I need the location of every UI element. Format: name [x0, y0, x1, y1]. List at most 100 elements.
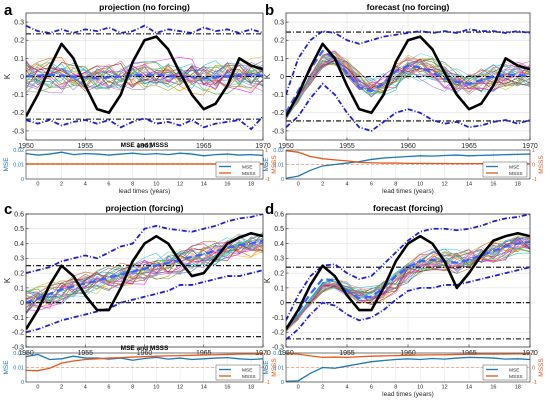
y-axis-label: K — [263, 277, 272, 283]
y-tick-label: -0.1 — [12, 92, 24, 99]
y-tick-label: 0 — [20, 74, 24, 81]
y-tick-label: 0.3 — [274, 256, 284, 263]
y-tick-label: 0.1 — [274, 285, 284, 292]
mse-line — [26, 151, 263, 157]
observed-line — [26, 231, 263, 330]
y-tick-label: -0.2 — [272, 110, 284, 117]
lead-tick-label: 12 — [177, 182, 183, 188]
msss-tick-label: 1 — [265, 351, 268, 357]
lead-tick-label: 18 — [515, 182, 521, 188]
lead-tick-label: 8 — [394, 385, 397, 391]
reference-lines — [26, 265, 263, 338]
y-tick-label: 0.2 — [274, 38, 284, 45]
chart-title: projection (forcing) — [106, 203, 184, 213]
ensemble-line — [26, 61, 263, 89]
tick-labels: 1950 1955 1960 1965 1970 -0.3 -0.2 -0.1 0 0.1 0.2 0… — [12, 19, 271, 150]
y-tick-label: -0.3 — [272, 344, 284, 351]
y-tick-label: -0.2 — [12, 110, 24, 117]
panel-d: d forecast (forcing)1950 1955 1960 1965 1970-… — [263, 201, 545, 398]
ensemble-line — [26, 240, 263, 311]
lead-tick-label: 0 — [297, 385, 300, 391]
plot-area — [26, 214, 263, 338]
msss-tick-label: -1 — [532, 380, 537, 386]
lead-tick-label: 16 — [224, 385, 230, 391]
lead-tick-label: 6 — [370, 182, 373, 188]
msss-tick-label: 0 — [265, 366, 268, 372]
y-tick-label: -0.3 — [272, 128, 284, 135]
panel-letter: a — [4, 2, 13, 19]
ensemble-mean-line — [286, 49, 530, 114]
msss-tick-label: 1 — [532, 148, 535, 154]
lead-axis-label: lead times (years) — [382, 391, 434, 398]
lead-tick-label: 12 — [177, 385, 183, 391]
upper-bound-line — [26, 214, 263, 274]
ensemble-line — [286, 57, 530, 120]
lead-tick-label: 6 — [107, 182, 110, 188]
panel-c: c projection (forcing)1950 1955 1960 1965 197… — [3, 201, 278, 391]
msss-tick-label: 0 — [265, 163, 268, 169]
lead-tick-label: 4 — [345, 182, 348, 188]
observed-line — [286, 35, 530, 118]
legend-label-mse: MSE — [509, 367, 519, 373]
mse-tick-label: 0 — [281, 177, 284, 183]
y-tick-label: 0.2 — [274, 271, 284, 278]
ensemble-line — [26, 232, 263, 293]
y-tick-label: 0.4 — [14, 241, 24, 248]
y-tick-label: 0.6 — [274, 211, 284, 218]
upper-bound-line — [26, 24, 263, 34]
legend-label-mse: MSE — [242, 164, 252, 170]
ensemble-line — [26, 62, 263, 92]
lead-tick-label: 2 — [321, 385, 324, 391]
ensemble-line — [26, 60, 263, 91]
lead-tick-label: 6 — [370, 385, 373, 391]
lead-tick-label: 0 — [297, 182, 300, 188]
x-tick-label: 1955 — [77, 143, 93, 150]
upper-bound-line — [286, 214, 530, 321]
mse-axis-label: MSE — [263, 360, 270, 375]
ensemble-line — [286, 56, 530, 116]
lead-tick-label: 4 — [84, 182, 87, 188]
mse-axis-label: MSE — [3, 360, 10, 375]
lower-bound-line — [286, 266, 530, 341]
y-tick-label: 0.5 — [14, 226, 24, 233]
lead-tick-label: 0 — [36, 182, 39, 188]
chart-title: projection (no forcing) — [99, 2, 190, 12]
lower-bound-line — [286, 82, 530, 132]
ensemble-line — [26, 57, 263, 94]
legend-label-mse: MSE — [509, 164, 519, 170]
msss-tick-label: 1 — [532, 351, 535, 357]
lower-bound-line — [26, 115, 263, 131]
x-tick-label: 1970 — [522, 143, 538, 150]
mse-tick-label: 0 — [21, 177, 24, 183]
lead-tick-label: 10 — [153, 385, 159, 391]
ensemble-line — [286, 236, 530, 328]
skill-subplot: MSE and MSSS 0 2 4 6 8 10 12 14 16 18 0 0.01 0.02 -1 0 1… — [3, 345, 278, 391]
y-axis-label: K — [263, 73, 272, 79]
subplot-tick-labels: 0 2 4 6 8 10 12 14 16 18 0 0.01 0.02 -1 0 1 — [13, 351, 270, 391]
msss-axis-label: MSSS — [271, 155, 278, 174]
lead-tick-label: 14 — [466, 182, 472, 188]
lead-tick-label: 12 — [442, 385, 448, 391]
mse-tick-label: 0.02 — [13, 351, 24, 357]
y-tick-label: 0.2 — [14, 38, 24, 45]
ensemble-line — [26, 234, 263, 308]
mse-tick-label: 0.01 — [273, 163, 284, 169]
subplot-tick-labels: 0 2 4 6 8 10 12 14 16 18 0 0.01 0.02 -1 0 1 — [273, 351, 537, 391]
lead-axis-label: lead times (years) — [382, 188, 434, 195]
y-tick-label: 0.6 — [14, 211, 24, 218]
y-tick-label: -0.1 — [12, 315, 24, 322]
y-tick-label: 0.5 — [274, 226, 284, 233]
ensemble-line — [26, 239, 263, 301]
lead-tick-label: 0 — [36, 385, 39, 391]
mse-line — [26, 353, 263, 361]
panel-b: b forecast (no forcing)1950 1955 1960 1965 19… — [263, 2, 545, 195]
lead-tick-label: 16 — [490, 182, 496, 188]
ensemble-members — [26, 56, 263, 96]
lead-tick-label: 10 — [153, 182, 159, 188]
y-tick-label: -0.2 — [272, 330, 284, 337]
mse-axis-label: MSE — [3, 157, 10, 172]
ensemble-line — [26, 240, 263, 302]
